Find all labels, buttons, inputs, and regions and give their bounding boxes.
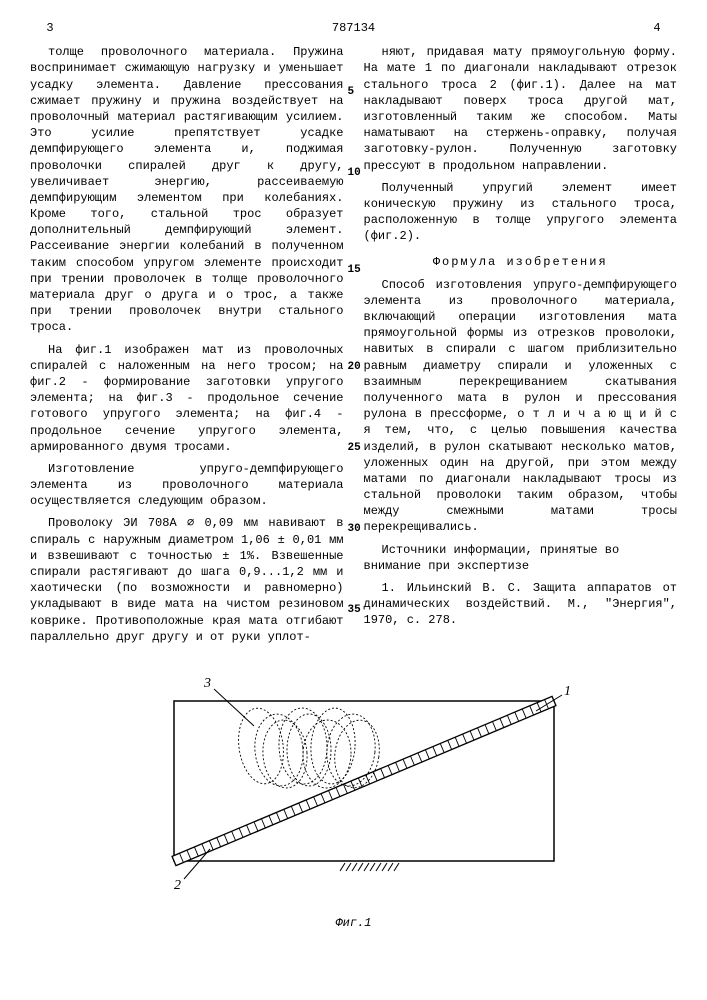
- right-p4: 1. Ильинский В. С. Защита аппаратов от д…: [364, 580, 678, 629]
- svg-text:3: 3: [203, 676, 211, 691]
- formula-title: Формула изобретения: [364, 254, 678, 270]
- page-number-right: 4: [637, 20, 677, 36]
- left-column: толще проволочного материала. Пружина во…: [30, 44, 344, 651]
- right-p3: Способ изготовления упруго-демпфирующего…: [364, 277, 678, 536]
- line-number: 20: [348, 360, 361, 375]
- page-header: 3 787134 4: [30, 20, 677, 36]
- left-p3: Изготовление упруго-демпфирующего элемен…: [30, 461, 344, 510]
- line-number: 35: [348, 603, 361, 618]
- figure-1-caption: Фиг.1: [30, 915, 677, 931]
- svg-text:2: 2: [174, 878, 181, 893]
- page-number-left: 3: [30, 20, 70, 36]
- figure-1-svg: 3 1 2: [114, 671, 594, 911]
- text-columns: толще проволочного материала. Пружина во…: [30, 44, 677, 651]
- figure-1: 3 1 2 Фиг.1: [30, 671, 677, 931]
- left-p4: Проволоку ЭИ 708А ⌀ 0,09 мм навивают в с…: [30, 515, 344, 645]
- line-number: 30: [348, 522, 361, 537]
- line-number: 5: [348, 85, 355, 100]
- left-p1: толще проволочного материала. Пружина во…: [30, 44, 344, 335]
- sources-title: Источники информации, принятые во вниман…: [364, 542, 678, 574]
- right-p2: Полученный упругий элемент имеет коничес…: [364, 180, 678, 245]
- line-number: 25: [348, 441, 361, 456]
- line-number: 10: [348, 166, 361, 181]
- right-column: 5101520253035 няют, придавая мату прямоу…: [364, 44, 678, 651]
- right-p1: няют, придавая мату прямоугольную форму.…: [364, 44, 678, 174]
- line-number: 15: [348, 263, 361, 278]
- document-number: 787134: [70, 20, 637, 36]
- svg-text:1: 1: [564, 684, 571, 699]
- left-p2: На фиг.1 изображен мат из проволочных сп…: [30, 342, 344, 455]
